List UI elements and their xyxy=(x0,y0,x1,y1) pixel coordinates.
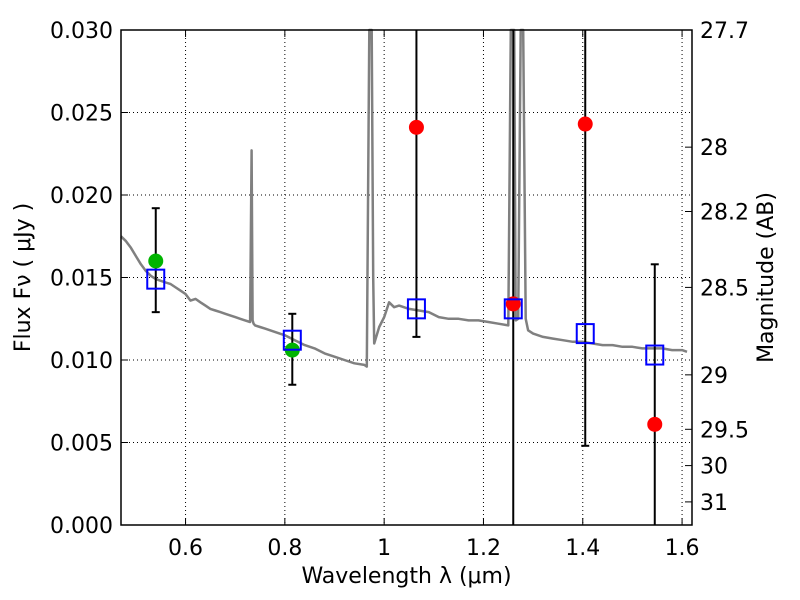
x-tick-label: 1.6 xyxy=(665,536,700,561)
x-tick-label: 0.6 xyxy=(168,536,203,561)
model-point-marker xyxy=(282,329,302,351)
mag-tick-label: 30 xyxy=(700,455,728,480)
x-axis-label: Wavelength λ (μm) xyxy=(301,564,511,589)
photometry-points xyxy=(146,30,665,525)
mag-tick-label: 28.2 xyxy=(700,201,749,226)
data-point-marker xyxy=(577,116,593,132)
model-spectrum-line xyxy=(120,28,688,368)
x-tick-label: 1 xyxy=(377,536,391,561)
model-point-marker xyxy=(503,298,523,320)
y2-axis-label: Magnitude (AB) xyxy=(754,192,779,363)
y-tick-label: 0.015 xyxy=(50,267,113,292)
model-point-marker xyxy=(406,298,426,320)
y-tick-label: 0.010 xyxy=(50,349,113,374)
axis-ticks: 0.6 0.8 1 1.2 1.4 1.6 0.000 0.005 0.010 0.015 0.02… xyxy=(50,19,749,561)
data-point-marker xyxy=(408,119,424,135)
mag-tick-label: 28.5 xyxy=(700,276,749,301)
x-tick-label: 1.2 xyxy=(466,536,501,561)
model-point-marker xyxy=(575,323,595,345)
mag-tick-label: 31 xyxy=(700,491,728,516)
model-point-marker xyxy=(146,268,166,290)
data-point-marker xyxy=(647,416,663,432)
mag-tick-label: 29 xyxy=(700,364,728,389)
y-tick-label: 0.030 xyxy=(50,19,113,44)
y-tick-label: 0.020 xyxy=(50,184,113,209)
model-point-marker xyxy=(645,344,665,366)
y-tick-label: 0.000 xyxy=(50,514,113,539)
y-tick-label: 0.005 xyxy=(50,432,113,457)
mag-tick-label: 28 xyxy=(700,136,728,161)
grid-lines xyxy=(121,29,692,526)
data-point-marker xyxy=(148,253,164,269)
axes-frame xyxy=(120,29,693,526)
mag-tick-label: 27.7 xyxy=(700,19,749,44)
model-spectrum xyxy=(120,28,688,368)
x-tick-label: 1.4 xyxy=(565,536,600,561)
y-tick-label: 0.025 xyxy=(50,102,113,127)
y-axis-label: Flux Fν ( μJy ) xyxy=(11,203,36,352)
x-tick-label: 0.8 xyxy=(267,536,302,561)
mag-tick-label: 29.5 xyxy=(700,418,749,443)
